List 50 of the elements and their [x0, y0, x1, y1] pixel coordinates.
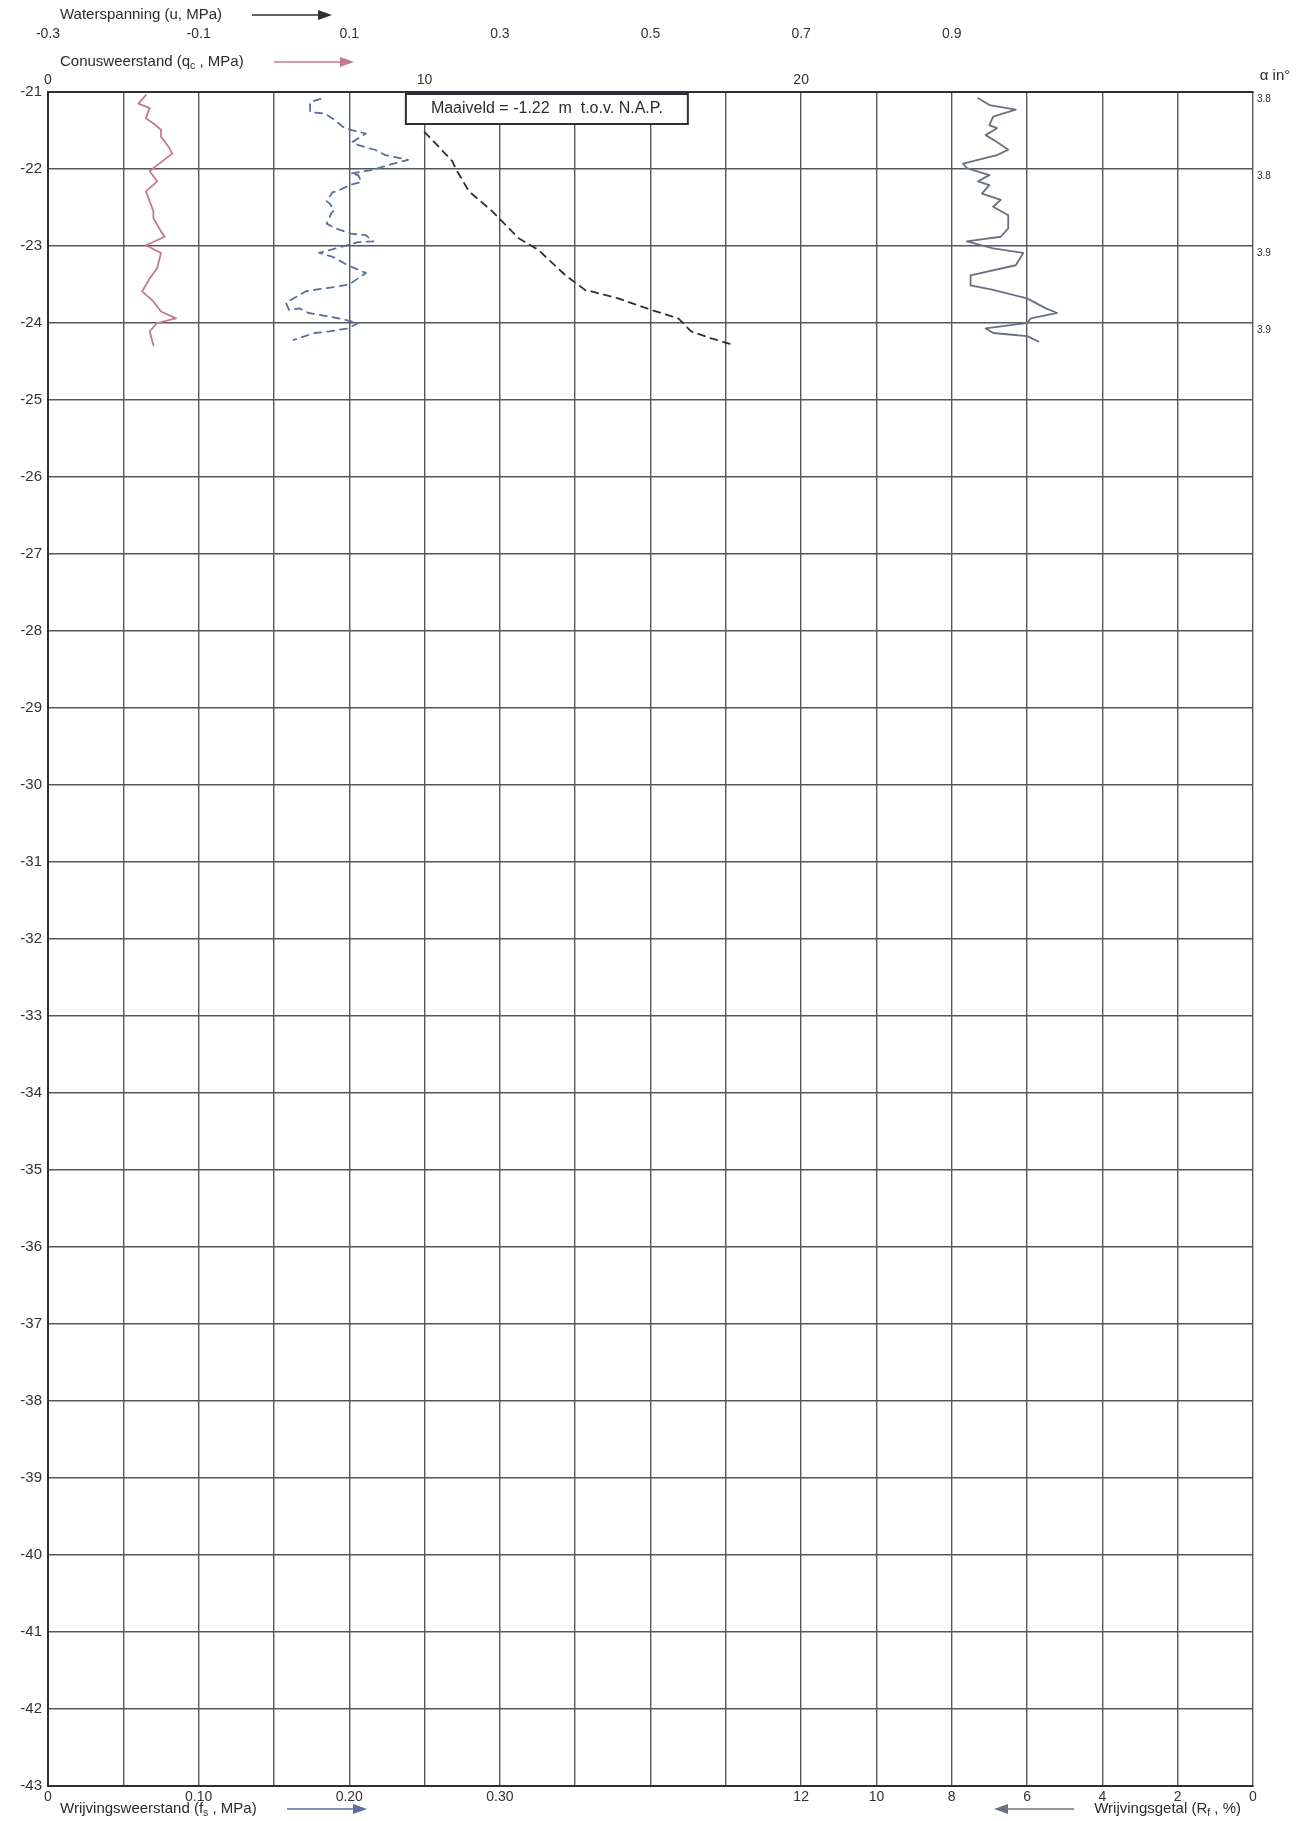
y-tick-label: -29: [20, 698, 42, 716]
x-tick-label: 12: [793, 1788, 810, 1805]
line-series: [285, 98, 409, 341]
y-tick-label: -32: [20, 929, 42, 947]
y-tick-label: -21: [20, 82, 42, 100]
x-tick-label: 10: [868, 1788, 885, 1805]
x2-tick-label: 10: [416, 71, 433, 88]
y-tick-label: -28: [20, 621, 42, 639]
x2-tick-label: 0.1: [339, 25, 360, 42]
y-tick-label: -42: [20, 1699, 42, 1717]
x2-tick-label: -0.1: [186, 25, 211, 42]
text: 3.9: [1257, 246, 1272, 258]
text: 3.8: [1257, 92, 1272, 104]
y-tick-label: -31: [20, 852, 42, 870]
y-tick-label: -22: [20, 159, 42, 177]
x2-tick-label: -0.3: [35, 25, 61, 42]
x-tick-label: 0.20: [335, 1788, 364, 1805]
y-tick-label: -26: [20, 467, 42, 485]
x2-tick-label: 0.5: [640, 25, 661, 42]
y-tick-label: -37: [20, 1314, 42, 1332]
y-tick-label: -43: [20, 1776, 42, 1794]
text: 3.9: [1257, 323, 1272, 335]
y-tick-label: -35: [20, 1160, 42, 1178]
y-tick-label: -27: [20, 544, 42, 562]
x2-tick-label: 0: [44, 71, 53, 88]
x2-axis-title: Waterspanning (u, MPa): [60, 5, 223, 23]
text: 3.8: [1257, 169, 1272, 181]
x-tick-label: 6: [1023, 1788, 1032, 1805]
y-tick-label: -24: [20, 313, 42, 331]
x2-tick-label: 0.7: [791, 25, 812, 42]
annotation: Maaiveld = -1.22 m t.o.v. N.A.P.: [430, 99, 663, 117]
x-tick-label: 0: [1249, 1788, 1258, 1805]
y-tick-label: -40: [20, 1545, 42, 1563]
y-tick-label: -34: [20, 1083, 42, 1101]
x-tick-label: 0: [44, 1788, 53, 1805]
x2-tick-label: 0.3: [490, 25, 510, 42]
y-tick-label: -25: [20, 390, 42, 408]
y-tick-label: -38: [20, 1391, 42, 1409]
y-tick-label: -39: [20, 1468, 42, 1486]
y2-axis-title: α in°: [1259, 66, 1291, 84]
y-tick-label: -36: [20, 1237, 42, 1255]
x2-tick-label: 0.9: [942, 25, 962, 42]
y-tick-label: -23: [20, 236, 42, 254]
x2-tick-label: 20: [793, 71, 810, 88]
y-tick-label: -30: [20, 775, 42, 793]
x-tick-label: 8: [947, 1788, 956, 1805]
y-tick-label: -33: [20, 1006, 42, 1024]
x-tick-label: 0.30: [486, 1788, 514, 1805]
y-tick-label: -41: [20, 1622, 42, 1640]
x-tick-label: 2: [1173, 1788, 1182, 1805]
